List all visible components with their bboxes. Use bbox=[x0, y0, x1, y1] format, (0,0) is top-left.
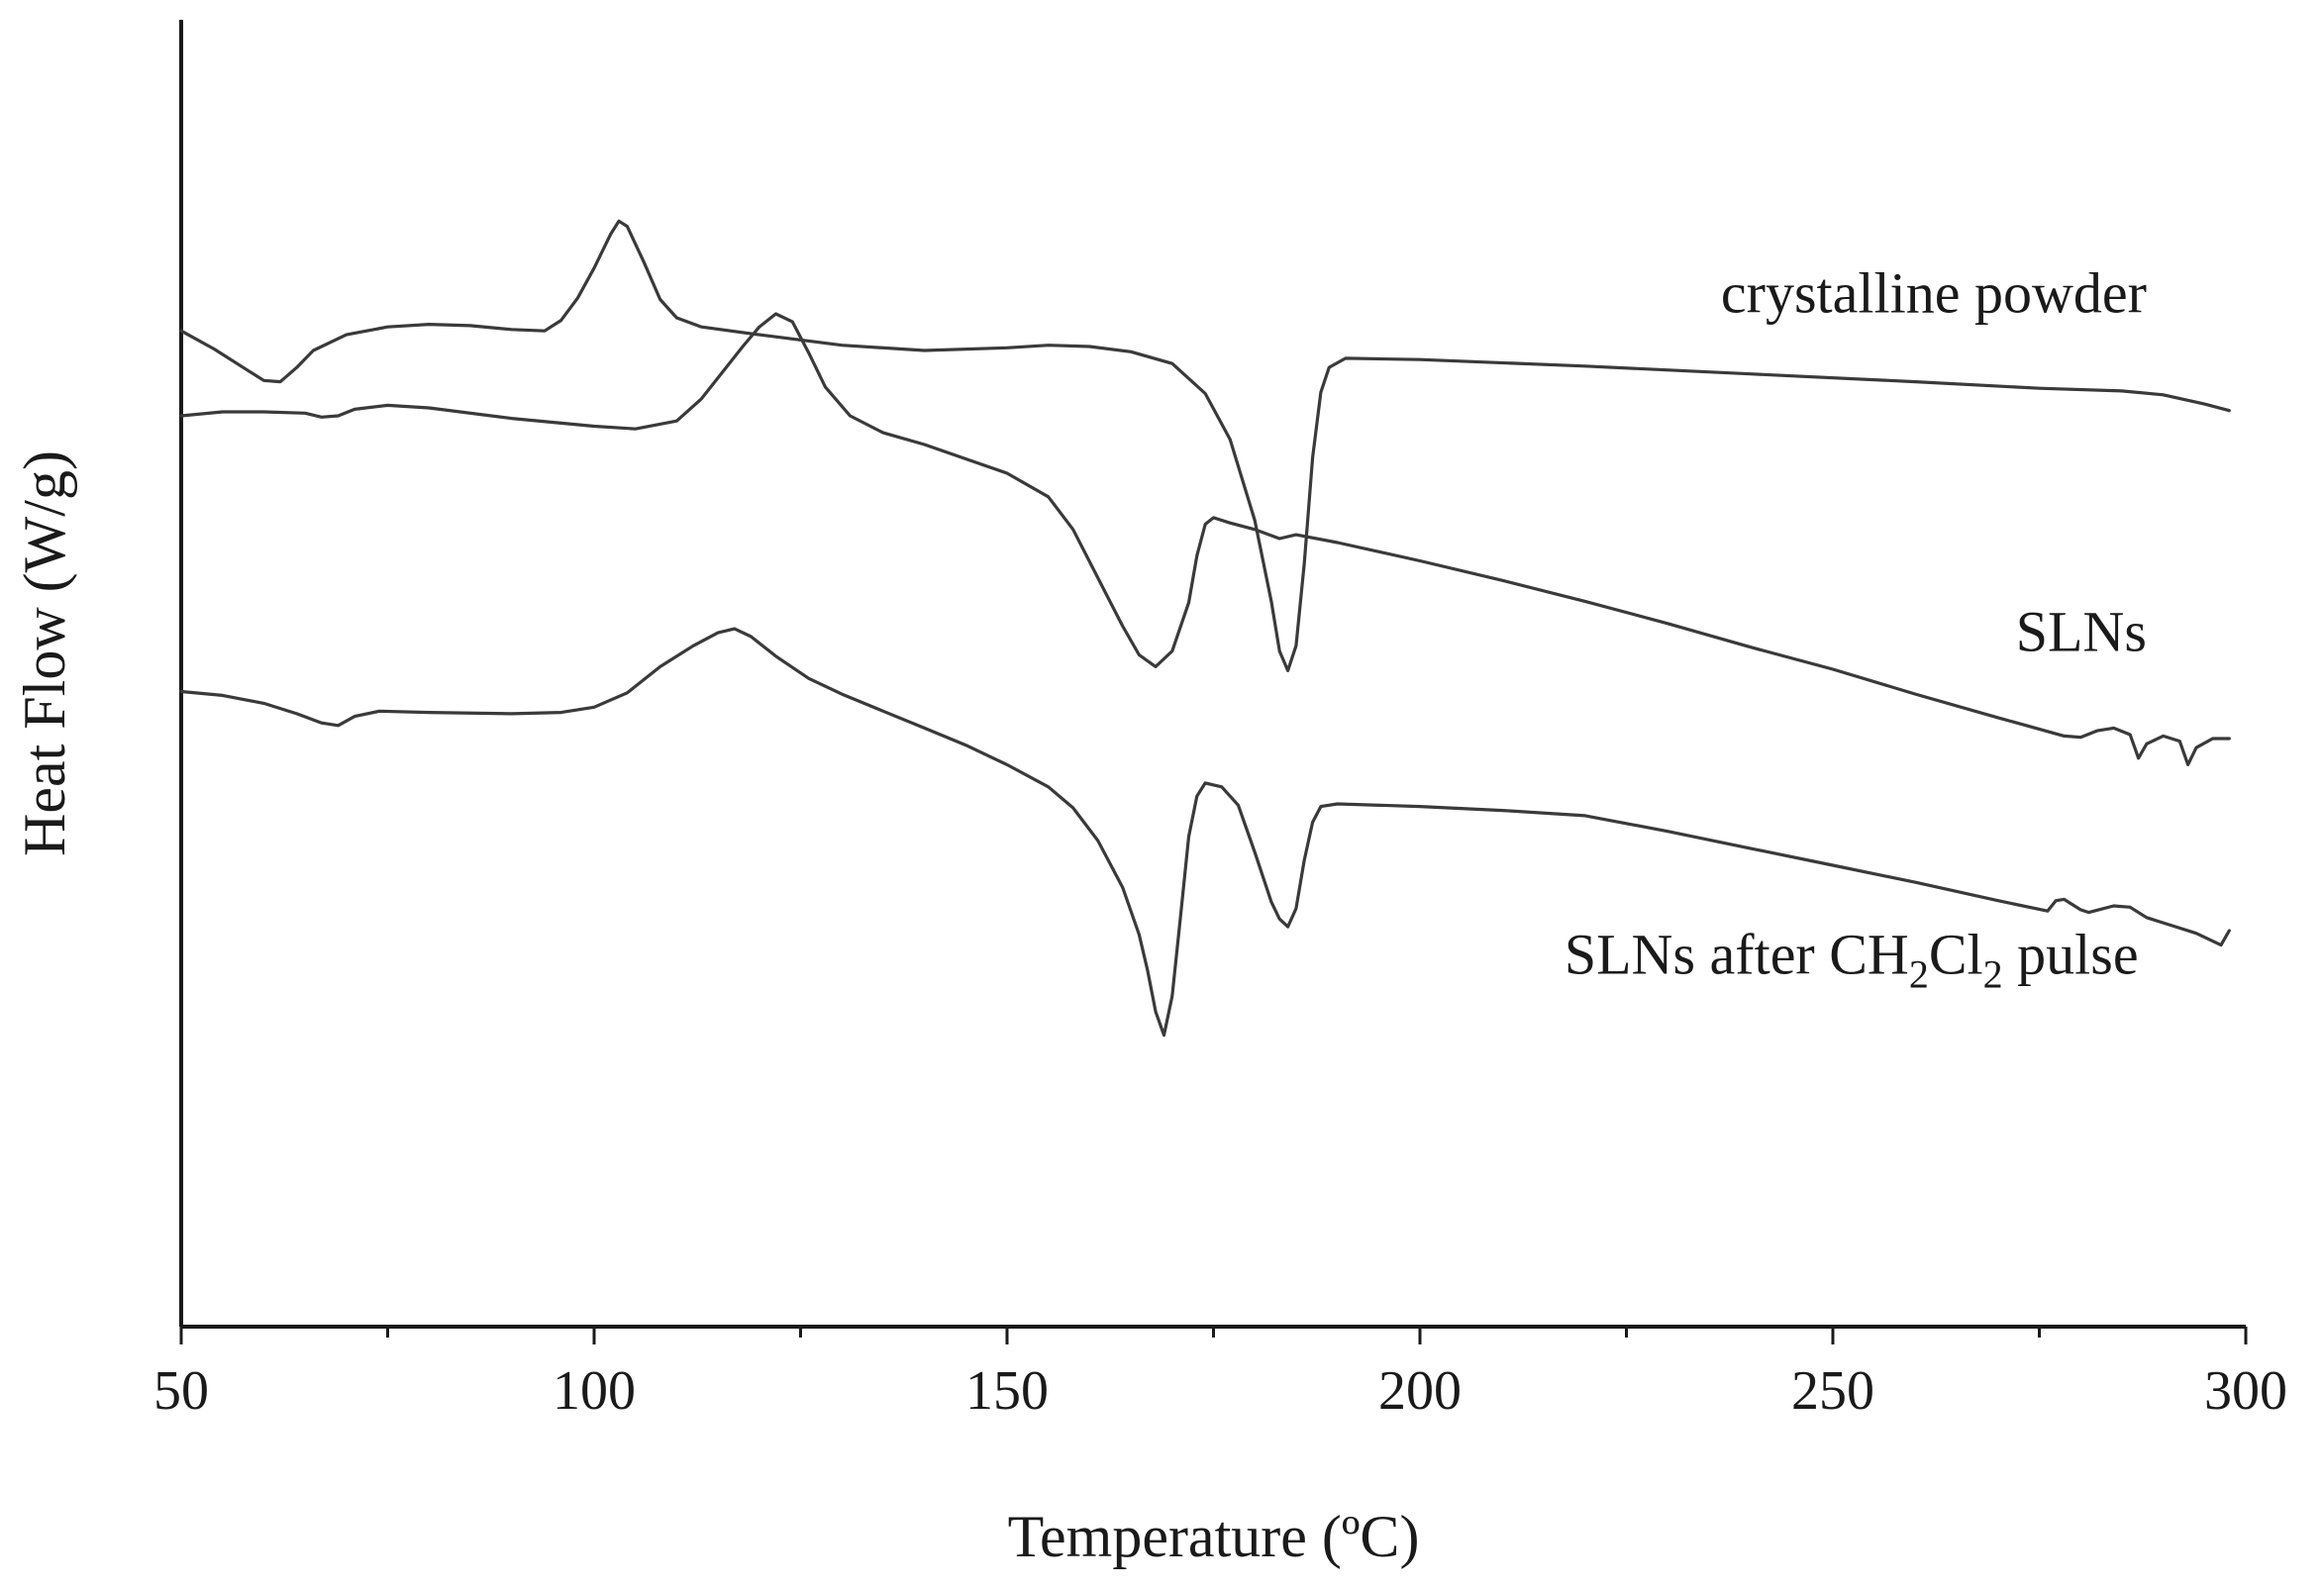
x-tick-label: 100 bbox=[553, 1360, 636, 1422]
axes bbox=[179, 20, 2246, 1329]
y-axis-title: Heat Flow (W/g) bbox=[12, 450, 77, 856]
x-tick-label: 150 bbox=[965, 1360, 1049, 1422]
series-line-0 bbox=[179, 219, 2231, 672]
x-tick-label: 200 bbox=[1378, 1360, 1462, 1422]
series-label-0: crystalline powder bbox=[1721, 261, 2147, 326]
x-ticks: 50 100 150 200 250 300 bbox=[153, 1327, 2287, 1422]
x-axis-title: Temperature (ºC) bbox=[1008, 1504, 1420, 1569]
x-tick-label: 250 bbox=[1791, 1360, 1874, 1422]
series-line-2 bbox=[179, 627, 2231, 1038]
series-line-1 bbox=[179, 312, 2231, 766]
series-label-1: SLNs bbox=[2016, 600, 2147, 664]
series-label-2: SLNs after CH2Cl2 pulse bbox=[1565, 923, 2139, 997]
series-labels: crystalline powder SLNs SLNs after CH2Cl2 … bbox=[1565, 261, 2147, 997]
x-tick-label: 300 bbox=[2204, 1360, 2287, 1422]
series-layer bbox=[179, 219, 2231, 1038]
x-tick-label: 50 bbox=[153, 1360, 209, 1422]
